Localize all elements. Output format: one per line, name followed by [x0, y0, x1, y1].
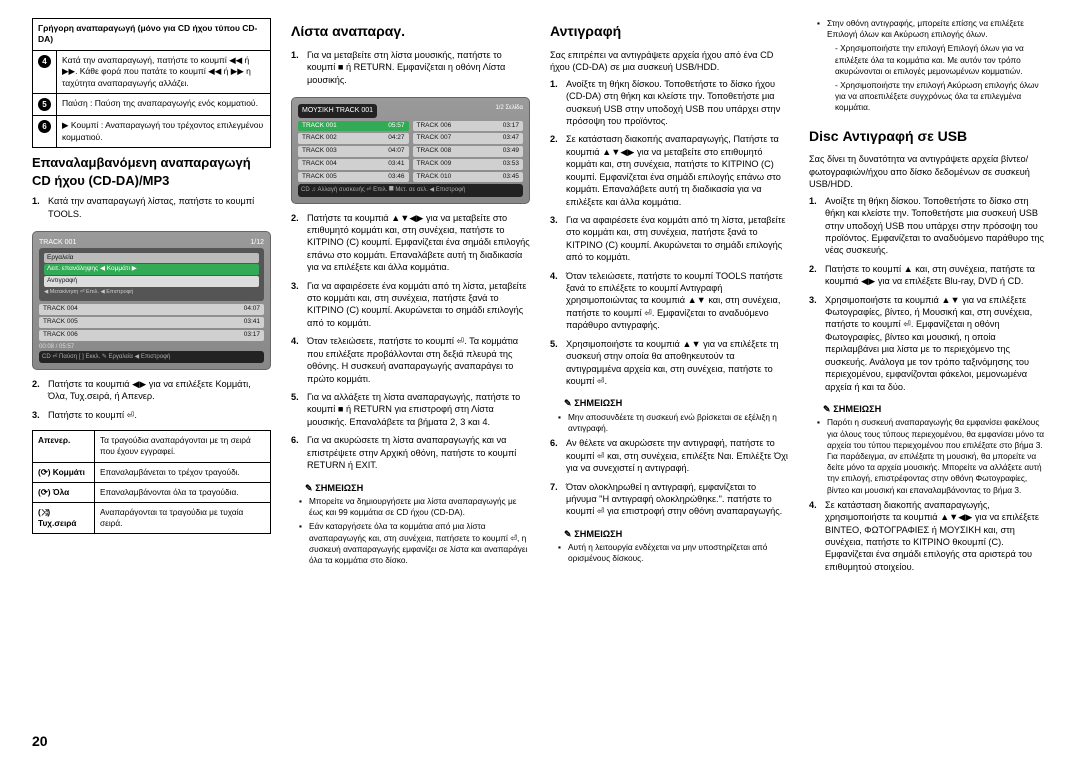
row6: ▶ Κουμπί : Αναπαραγωγή του τρέχοντος επι… [57, 116, 271, 148]
screenshot-2: ΜΟΥΣΙΚΗ TRACK 001 1/2 Σελίδα TRACK 00105… [291, 97, 530, 203]
c4-d1: Χρησιμοποιήστε την επιλογή Επιλογή όλων … [835, 43, 1048, 77]
c1-step3: Πατήστε το κουμπί ⏎. [48, 409, 271, 421]
c3-s1: Ανοίξτε τη θήκη δίσκου. Τοποθετήστε το δ… [566, 78, 789, 128]
c3-s5: Χρησιμοποιήστε τα κουμπιά ▲▼ για να επιλ… [566, 338, 789, 388]
c2-s5: Για να αλλάξετε τη λίστα αναπαραγωγής, π… [307, 391, 530, 428]
c3-s6: Αν θέλετε να ακυρώσετε την αντιγραφή, πα… [566, 437, 789, 474]
c3-s4: Όταν τελειώσετε, πατήστε το κουμπί TOOLS… [566, 270, 789, 332]
c4-d2: Χρησιμοποιήστε την επιλογή Ακύρωση επιλο… [835, 80, 1048, 114]
modes-table: Απενερ.Τα τραγούδια αναπαράγονται με τη … [32, 430, 271, 534]
c4-s4: Σε κατάσταση διακοπής αναπαραγωγής, χρησ… [825, 499, 1048, 574]
c4-s2: Πατήστε το κουμπί ▲ και, στη συνέχεια, π… [825, 263, 1048, 288]
c1-step1: Κατά την αναπαραγωγή λίστας, πατήστε το … [48, 195, 271, 220]
c3-s2: Σε κατάσταση διακοπής αναπαραγωγής, Πατή… [566, 133, 789, 208]
c2-s3: Για να αφαιρέσετε ένα κομμάτι από τη λίσ… [307, 280, 530, 330]
c4-note: Παρότι η συσκευή αναπαραγωγής θα εμφανίσ… [827, 417, 1048, 495]
repeat-title: Επαναλαμβανόμενη αναπαραγωγή CD ήχου (CD… [32, 154, 271, 189]
screenshot-1: TRACK 0011/12 Εργαλεία Λειτ. επανάληψης … [32, 231, 271, 370]
col2-title: Λίστα αναπαραγ. [291, 22, 530, 41]
c3-s3: Για να αφαιρέσετε ένα κομμάτι από τη λίσ… [566, 214, 789, 264]
c2-s6: Για να ακυρώσετε τη λίστα αναπαραγωγής κ… [307, 434, 530, 471]
c2-note: ΣΗΜΕΙΩΣΗ [305, 482, 530, 494]
c2-s4: Όταν τελειώσετε, πατήστε το κουμπί ⏎. Τα… [307, 335, 530, 385]
c2-s1: Για να μεταβείτε στη λίστα μουσικής, πατ… [307, 49, 530, 86]
c3-noteT2: ΣΗΜΕΙΩΣΗ [564, 528, 789, 540]
page-number: 20 [32, 732, 48, 751]
c3-noteT1: ΣΗΜΕΙΩΣΗ [564, 397, 789, 409]
c2-n1: Μπορείτε να δημιουργήσετε μια λίστα αναπ… [309, 496, 530, 518]
c2-n2: Εάν καταργήσετε όλα τα κομμάτια από μια … [309, 521, 530, 566]
c4-s1: Ανοίξτε τη θήκη δίσκου. Τοποθετήστε το δ… [825, 195, 1048, 257]
row5: Παύση : Παύση της αναπαραγωγής ενός κομμ… [57, 94, 271, 116]
col4-title: Disc Αντιγραφή σε USB [809, 127, 1048, 146]
col3-title: Αντιγραφή [550, 22, 789, 41]
c3-s7: Όταν ολοκληρωθεί η αντιγραφή, εμφανίζετα… [566, 481, 789, 518]
c3-intro: Σας επιτρέπει να αντιγράψετε αρχεία ήχου… [550, 49, 789, 74]
c4-s3: Χρησιμοποιήστε τα κουμπιά ▲▼ για να επιλ… [825, 294, 1048, 393]
c4-top: Στην οθόνη αντιγραφής, μπορείτε επίσης ν… [827, 18, 1048, 40]
c1-step2: Πατήστε τα κουμπιά ◀▶ για να επιλέξετε Κ… [48, 378, 271, 403]
c4-noteT: ΣΗΜΕΙΩΣΗ [823, 403, 1048, 415]
c3-note1: Μην αποσυνδέετε τη συσκευή ενώ βρίσκεται… [568, 412, 789, 434]
quick-play-table: Γρήγορη αναπαραγωγή (μόνο για CD ήχου τύ… [32, 18, 271, 148]
row4: Κατά την αναπαραγωγή, πατήστε το κουμπί … [57, 50, 271, 93]
c4-intro: Σας δίνει τη δυνατότητα να αντιγράψετε α… [809, 153, 1048, 190]
c3-note2: Αυτή η λειτουργία ενδέχεται να μην υποστ… [568, 542, 789, 564]
c2-s2: Πατήστε τα κουμπιά ▲▼◀▶ για να μεταβείτε… [307, 212, 530, 274]
